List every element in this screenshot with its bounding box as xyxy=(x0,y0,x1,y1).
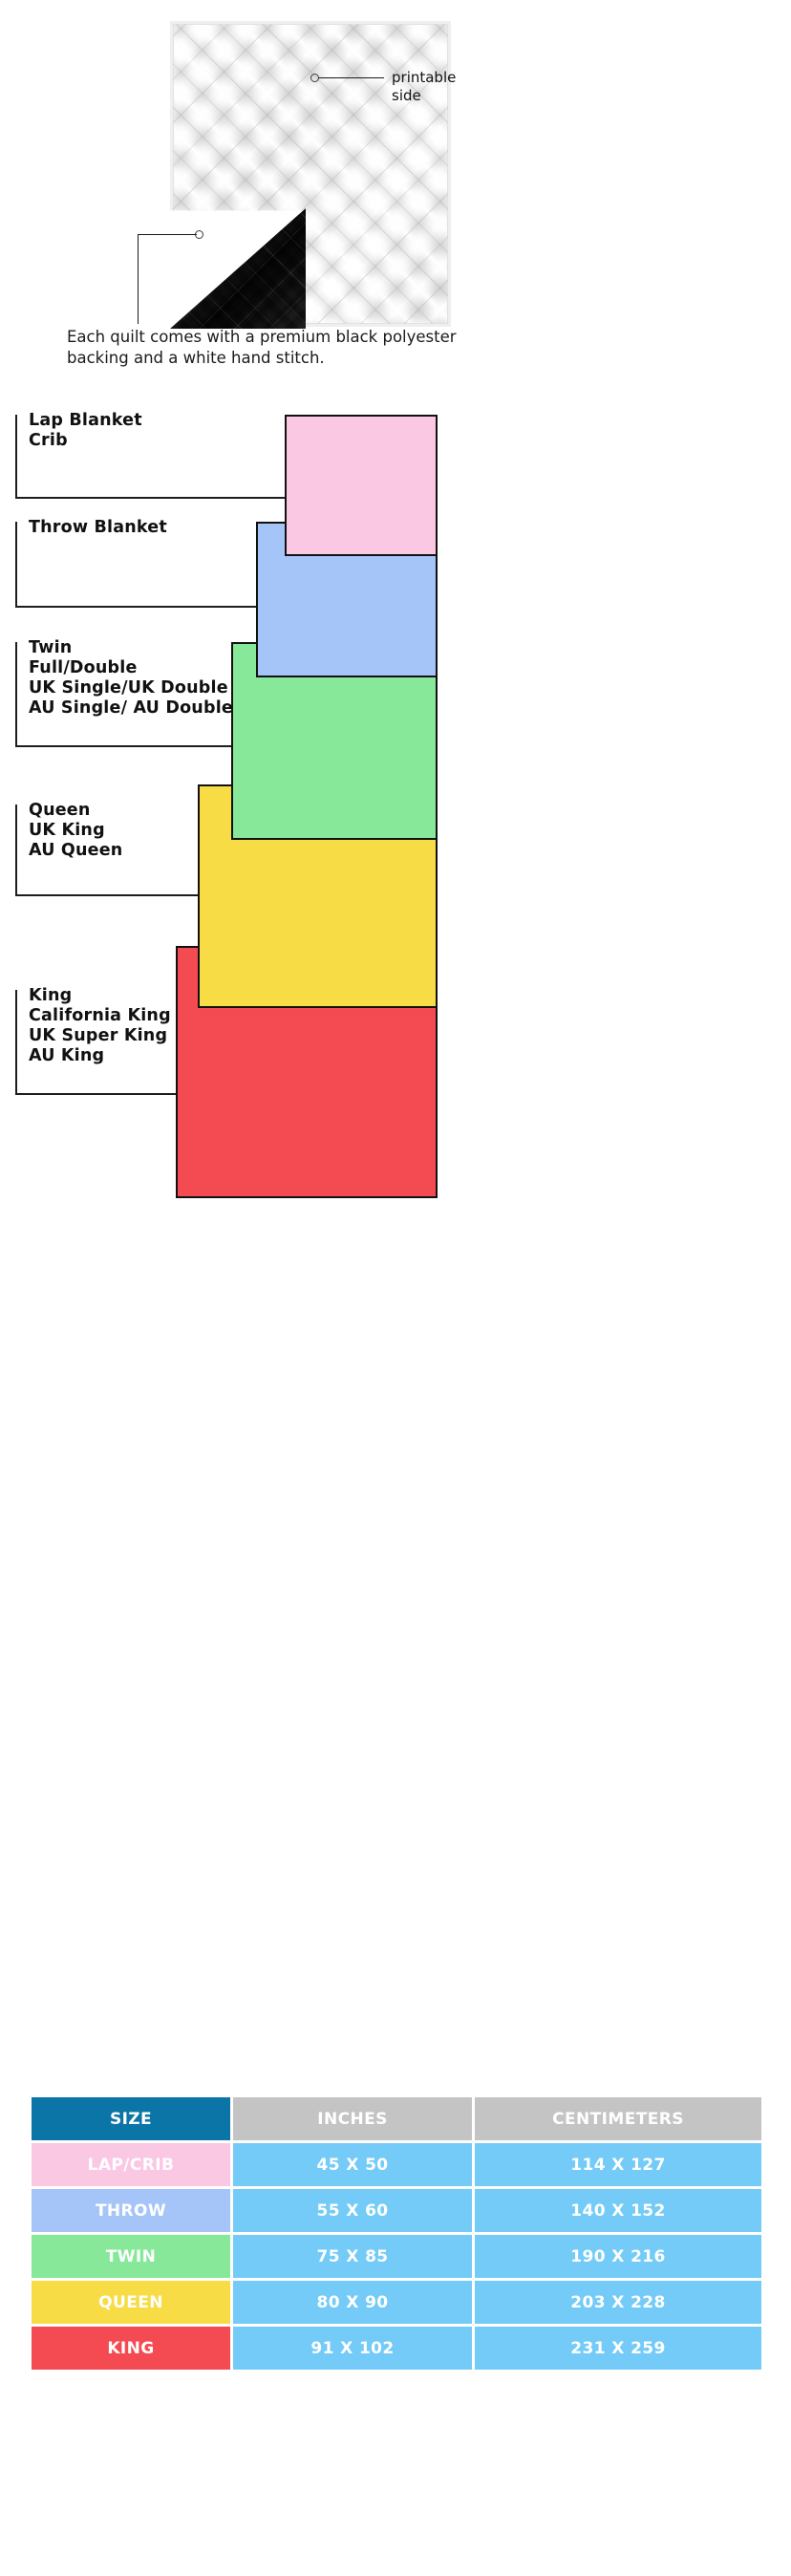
leader-vertical-king xyxy=(15,990,17,1095)
leader-vertical-lap-crib xyxy=(15,415,17,499)
table-cell-inches: 91 X 102 xyxy=(233,2327,472,2370)
quilt-illustration xyxy=(170,21,451,329)
table-cell-centimeters: 140 X 152 xyxy=(475,2189,761,2232)
black-backing-leader-line-h xyxy=(138,234,197,236)
table-cell-centimeters: 190 X 216 xyxy=(475,2235,761,2278)
leader-vertical-queen xyxy=(15,805,17,896)
leader-horizontal-lap-crib xyxy=(15,497,297,499)
leader-horizontal-twin xyxy=(15,745,244,747)
quilt-white-printable-face xyxy=(170,21,451,327)
table-cell-size: QUEEN xyxy=(32,2281,230,2324)
table-row: TWIN 75 X 85 190 X 216 xyxy=(32,2235,761,2278)
leader-vertical-throw xyxy=(15,522,17,608)
size-label-twin: Twin Full/Double UK Single/UK Double AU … xyxy=(29,638,233,718)
black-backing-leader-line-v xyxy=(138,234,139,324)
leader-horizontal-throw xyxy=(15,606,268,608)
printable-side-label: printable side xyxy=(392,69,457,104)
table-cell-size: TWIN xyxy=(32,2235,230,2278)
table-cell-inches: 75 X 85 xyxy=(233,2235,472,2278)
table-header-row: SIZE INCHES CENTIMETERS xyxy=(32,2097,761,2140)
size-label-queen: Queen UK King AU Queen xyxy=(29,801,123,860)
quilt-black-backing-face xyxy=(170,208,306,329)
table-cell-inches: 55 X 60 xyxy=(233,2189,472,2232)
size-label-lap-crib: Lap Blanket Crib xyxy=(29,411,142,450)
table-header-inches: INCHES xyxy=(233,2097,472,2140)
table-cell-inches: 45 X 50 xyxy=(233,2143,472,2186)
size-label-throw: Throw Blanket xyxy=(29,518,167,537)
table-row: LAP/CRIB 45 X 50 114 X 127 xyxy=(32,2143,761,2186)
printable-side-leader-line xyxy=(319,77,384,79)
size-rect-lap-crib xyxy=(285,415,438,556)
size-chart-table: SIZE INCHES CENTIMETERS LAP/CRIB 45 X 50… xyxy=(29,2094,764,2372)
leader-horizontal-king xyxy=(15,1093,188,1095)
table-row: QUEEN 80 X 90 203 X 228 xyxy=(32,2281,761,2324)
size-comparison-diagram: Lap Blanket Crib 45 x 50 in 114 x 127 cm… xyxy=(0,399,791,2110)
table-cell-inches: 80 X 90 xyxy=(233,2281,472,2324)
table-row: THROW 55 X 60 140 X 152 xyxy=(32,2189,761,2232)
table-cell-centimeters: 114 X 127 xyxy=(475,2143,761,2186)
quilt-photo-section: printable side Each quilt comes with a p… xyxy=(0,0,791,669)
table-header-size: SIZE xyxy=(32,2097,230,2140)
table-header-centimeters: CENTIMETERS xyxy=(475,2097,761,2140)
table-cell-centimeters: 231 X 259 xyxy=(475,2327,761,2370)
size-label-king: King California King UK Super King AU Ki… xyxy=(29,986,171,1065)
table-row: KING 91 X 102 231 X 259 xyxy=(32,2327,761,2370)
table-cell-size: LAP/CRIB xyxy=(32,2143,230,2186)
table-cell-centimeters: 203 X 228 xyxy=(475,2281,761,2324)
table-cell-size: KING xyxy=(32,2327,230,2370)
printable-side-marker-dot xyxy=(310,74,319,82)
leader-horizontal-queen xyxy=(15,894,210,896)
quilt-backing-caption: Each quilt comes with a premium black po… xyxy=(67,328,457,367)
leader-vertical-twin xyxy=(15,642,17,747)
table-cell-size: THROW xyxy=(32,2189,230,2232)
